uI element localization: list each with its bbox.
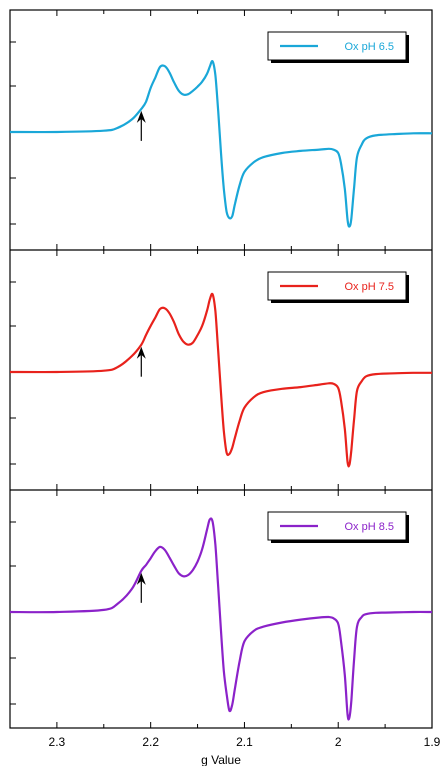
legend-label: Ox pH 7.5 bbox=[344, 281, 394, 293]
spectrum-line-1 bbox=[9, 60, 433, 228]
x-tick-label: 2.2 bbox=[142, 735, 159, 749]
x-tick-label: 2.3 bbox=[49, 735, 66, 749]
arrow-head bbox=[136, 110, 146, 123]
legend-box bbox=[267, 511, 407, 541]
legend-label: Ox pH 6.5 bbox=[344, 41, 394, 53]
x-tick-label: 2.1 bbox=[236, 735, 253, 749]
arrow-head bbox=[136, 572, 146, 585]
spectrum-line-3 bbox=[9, 517, 433, 721]
x-axis-label: g Value bbox=[201, 753, 241, 766]
spectrum-line-2 bbox=[9, 292, 432, 468]
plot-frame bbox=[9, 9, 433, 729]
x-tick-label: 2 bbox=[335, 735, 342, 749]
arrow-head bbox=[136, 346, 146, 359]
x-tick-label: 1.9 bbox=[424, 735, 441, 749]
legend-label: Ox pH 8.5 bbox=[344, 521, 394, 533]
